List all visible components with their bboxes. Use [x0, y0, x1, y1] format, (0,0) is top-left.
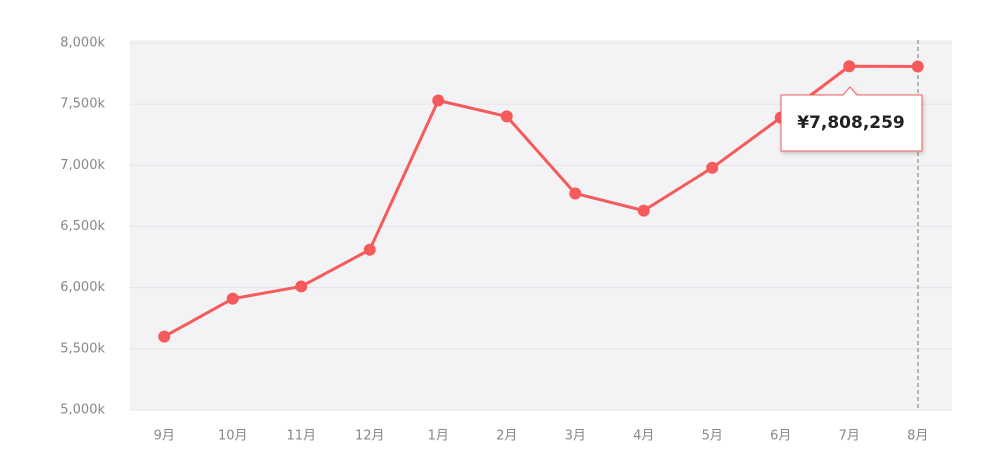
- data-point: [911, 60, 924, 73]
- data-point: [226, 292, 239, 305]
- x-tick-label: 8月: [907, 429, 928, 444]
- data-point: [843, 60, 856, 73]
- y-tick-label: 6,500k: [60, 219, 105, 234]
- x-tick-label: 3月: [565, 429, 586, 444]
- x-tick-label: 6月: [770, 429, 791, 444]
- x-tick-label: 5月: [702, 429, 723, 444]
- y-tick-label: 7,000k: [60, 158, 105, 173]
- y-tick-label: 5,000k: [60, 403, 105, 418]
- data-point: [158, 330, 171, 343]
- data-point: [363, 243, 376, 256]
- data-point: [295, 280, 308, 293]
- x-tick-label: 7月: [839, 429, 860, 444]
- data-point: [569, 187, 582, 200]
- x-tick-label: 10月: [218, 429, 248, 444]
- data-point: [432, 94, 445, 107]
- x-tick-label: 9月: [154, 429, 175, 444]
- x-tick-label: 4月: [633, 429, 654, 444]
- x-tick-label: 1月: [428, 429, 449, 444]
- x-tick-label: 11月: [286, 429, 316, 444]
- y-tick-label: 5,500k: [60, 341, 105, 356]
- y-tick-label: 8,000k: [60, 36, 105, 51]
- tooltip-label: ¥7,808,259: [797, 113, 905, 133]
- tooltip-box: [780, 86, 923, 152]
- y-tick-label: 7,500k: [60, 97, 105, 112]
- tooltip: ¥7,808,259: [780, 86, 923, 152]
- data-point: [706, 161, 719, 174]
- x-tick-label: 12月: [355, 429, 385, 444]
- data-point: [500, 110, 513, 123]
- x-tick-label: 2月: [496, 429, 517, 444]
- data-point: [637, 204, 650, 217]
- y-tick-label: 6,000k: [60, 280, 105, 295]
